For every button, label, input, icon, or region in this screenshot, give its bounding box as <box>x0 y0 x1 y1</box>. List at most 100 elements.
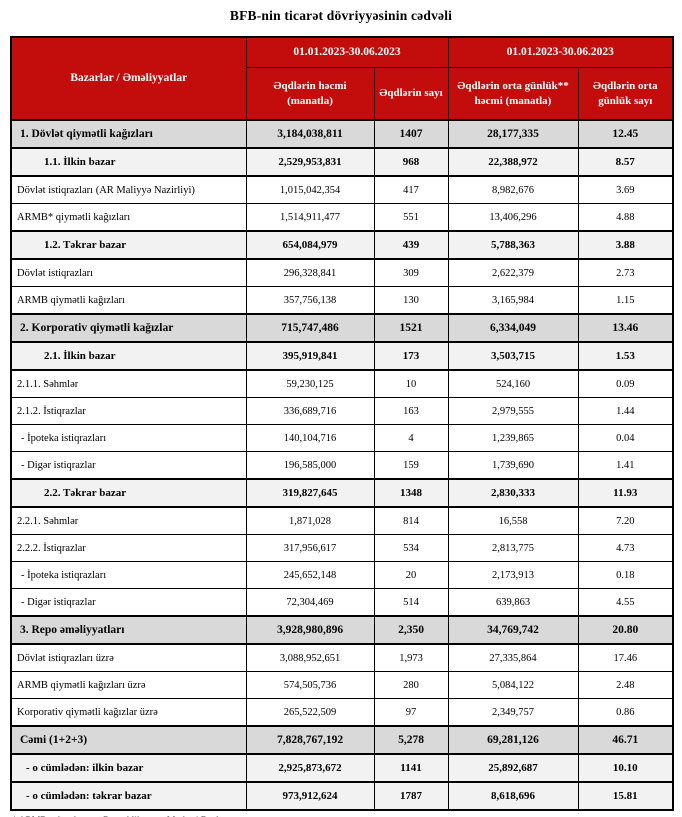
row-label: - Digər istiqrazlar <box>10 451 247 480</box>
cell-volume: 715,747,486 <box>245 313 375 343</box>
cell-volume: 1,015,042,354 <box>245 175 375 204</box>
cell-avg-daily-volume: 639,863 <box>447 588 579 617</box>
table-row: 2. Korporativ qiymətli kağızlar 715,747,4… <box>10 313 674 343</box>
cell-count: 309 <box>373 258 449 287</box>
row-label: - o cümlədən: ilkin bazar <box>10 753 247 783</box>
cell-avg-daily-count: 2.73 <box>577 258 674 287</box>
cell-volume: 574,505,736 <box>245 671 375 699</box>
cell-count: 534 <box>373 534 449 562</box>
cell-volume: 72,304,469 <box>245 588 375 617</box>
cell-avg-daily-volume: 27,335,864 <box>447 643 579 672</box>
cell-avg-daily-volume: 1,739,690 <box>447 451 579 480</box>
cell-avg-daily-volume: 2,349,757 <box>447 698 579 727</box>
cell-avg-daily-volume: 524,160 <box>447 369 579 398</box>
cell-count: 514 <box>373 588 449 617</box>
cell-avg-daily-count: 0.18 <box>577 561 674 589</box>
cell-volume: 3,928,980,896 <box>245 615 375 645</box>
cell-volume: 296,328,841 <box>245 258 375 287</box>
cell-volume: 265,522,509 <box>245 698 375 727</box>
table-row: 1.1. İlkin bazar 2,529,953,831 968 22,388,9… <box>10 147 674 177</box>
cell-avg-daily-count: 4.55 <box>577 588 674 617</box>
cell-avg-daily-count: 7.20 <box>577 506 674 535</box>
row-label: Korporativ qiymətli kağızlar üzrə <box>10 698 247 727</box>
table-row: 1.2. Təkrar bazar 654,084,979 439 5,788,363… <box>10 230 674 260</box>
cell-avg-daily-count: 15.81 <box>577 781 674 811</box>
cell-count: 163 <box>373 397 449 425</box>
table-row: - İpoteka istiqrazları 140,104,716 4 1,239,… <box>10 424 674 452</box>
row-label: 2. Korporativ qiymətli kağızlar <box>10 313 247 343</box>
cell-count: 1521 <box>373 313 449 343</box>
table-row: ARMB* qiymətli kağızları 1,514,911,477 551… <box>10 203 674 232</box>
row-label: ARMB qiymətli kağızları <box>10 286 247 315</box>
row-label: 2.1. İlkin bazar <box>10 341 247 371</box>
table-row: - İpoteka istiqrazları 245,652,148 20 2,173… <box>10 561 674 589</box>
cell-avg-daily-volume: 2,173,913 <box>447 561 579 589</box>
cell-count: 10 <box>373 369 449 398</box>
cell-avg-daily-count: 10.10 <box>577 753 674 783</box>
table-row: 2.2.2. İstiqrazlar 317,956,617 534 2,813,77… <box>10 534 674 562</box>
cell-avg-daily-volume: 5,788,363 <box>447 230 579 260</box>
row-label: 2.2. Təkrar bazar <box>10 478 247 508</box>
col-header-avg-daily-count: Əqdlərin orta günlük sayı <box>577 67 674 121</box>
cell-avg-daily-count: 1.44 <box>577 397 674 425</box>
table-body: 1. Dövlət qiymətli kağızları 3,184,038,81… <box>10 119 674 811</box>
table-row: 2.1.2. İstiqrazlar 336,689,716 163 2,979,55… <box>10 397 674 425</box>
cell-volume: 317,956,617 <box>245 534 375 562</box>
cell-volume: 3,088,952,651 <box>245 643 375 672</box>
period-header-row: Bazarlar / Əməliyyatlar 01.01.2023-30.06… <box>10 36 674 121</box>
cell-avg-daily-volume: 2,813,775 <box>447 534 579 562</box>
table-row: ARMB qiymətli kağızları 357,756,138 130 3,1… <box>10 286 674 315</box>
cell-avg-daily-count: 4.73 <box>577 534 674 562</box>
cell-avg-daily-volume: 5,084,122 <box>447 671 579 699</box>
row-label: Dövlət istiqrazları (AR Maliyyə Nazirliy… <box>10 175 247 204</box>
cell-count: 97 <box>373 698 449 727</box>
cell-avg-daily-count: 3.69 <box>577 175 674 204</box>
table-row: 2.1.1. Səhmlər 59,230,125 10 524,160 0.09 <box>10 369 674 398</box>
table-row: Dövlət istiqrazları 296,328,841 309 2,622,3… <box>10 258 674 287</box>
cell-avg-daily-count: 0.09 <box>577 369 674 398</box>
cell-avg-daily-count: 1.15 <box>577 286 674 315</box>
table-row: - Digər istiqrazlar 72,304,469 514 639,863 4… <box>10 588 674 617</box>
table-row: Dövlət istiqrazları (AR Maliyyə Nazirliy… <box>10 175 674 204</box>
cell-volume: 395,919,841 <box>245 341 375 371</box>
corner-header: Bazarlar / Əməliyyatlar <box>10 36 247 121</box>
cell-volume: 336,689,716 <box>245 397 375 425</box>
cell-count: 4 <box>373 424 449 452</box>
cell-count: 814 <box>373 506 449 535</box>
row-label: 2.2.2. İstiqrazlar <box>10 534 247 562</box>
cell-volume: 1,514,911,477 <box>245 203 375 232</box>
table-row: Dövlət istiqrazları üzrə 3,088,952,651 1,9… <box>10 643 674 672</box>
cell-volume: 1,871,028 <box>245 506 375 535</box>
cell-avg-daily-volume: 2,622,379 <box>447 258 579 287</box>
row-label: 3. Repo əməliyyatları <box>10 615 247 645</box>
cell-avg-daily-volume: 8,982,676 <box>447 175 579 204</box>
table-row: ARMB qiymətli kağızları üzrə 574,505,736 2… <box>10 671 674 699</box>
cell-avg-daily-count: 13.46 <box>577 313 674 343</box>
cell-avg-daily-count: 1.41 <box>577 451 674 480</box>
row-label: - o cümlədən: təkrar bazar <box>10 781 247 811</box>
cell-volume: 7,828,767,192 <box>245 725 375 755</box>
cell-avg-daily-count: 1.53 <box>577 341 674 371</box>
cell-avg-daily-count: 11.93 <box>577 478 674 508</box>
trade-turnover-table: Bazarlar / Əməliyyatlar 01.01.2023-30.06… <box>10 36 674 811</box>
period-header-2: 01.01.2023-30.06.2023 <box>447 36 674 68</box>
cell-count: 130 <box>373 286 449 315</box>
cell-avg-daily-volume: 2,979,555 <box>447 397 579 425</box>
cell-volume: 357,756,138 <box>245 286 375 315</box>
table-row: 2.2.1. Səhmlər 1,871,028 814 16,558 7.20 <box>10 506 674 535</box>
cell-avg-daily-volume: 3,503,715 <box>447 341 579 371</box>
row-label: ARMB qiymətli kağızları üzrə <box>10 671 247 699</box>
cell-count: 1407 <box>373 119 449 149</box>
cell-volume: 3,184,038,811 <box>245 119 375 149</box>
table-row: 2.2. Təkrar bazar 319,827,645 1348 2,830,33… <box>10 478 674 508</box>
row-label: 2.1.1. Səhmlər <box>10 369 247 398</box>
cell-avg-daily-count: 0.86 <box>577 698 674 727</box>
cell-avg-daily-volume: 3,165,984 <box>447 286 579 315</box>
cell-avg-daily-count: 20.80 <box>577 615 674 645</box>
cell-count: 1,973 <box>373 643 449 672</box>
cell-volume: 140,104,716 <box>245 424 375 452</box>
cell-count: 417 <box>373 175 449 204</box>
cell-volume: 319,827,645 <box>245 478 375 508</box>
table-row: - Digər istiqrazlar 196,585,000 159 1,739,6… <box>10 451 674 480</box>
